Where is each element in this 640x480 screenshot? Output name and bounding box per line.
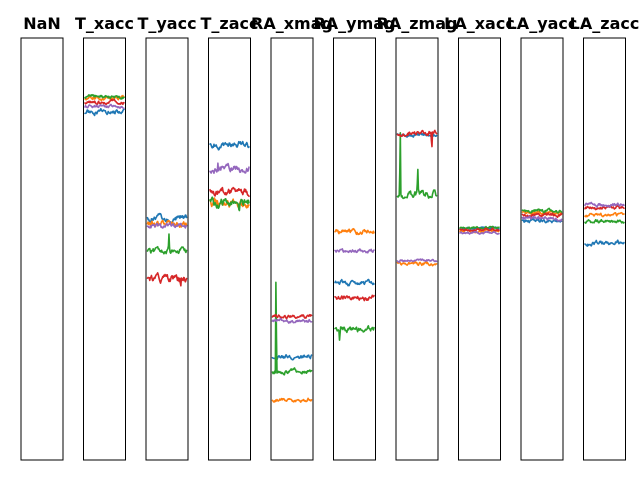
series-line xyxy=(271,281,313,376)
series-line xyxy=(84,107,125,117)
series-line xyxy=(396,258,438,264)
panel-frame xyxy=(520,37,564,461)
series-line xyxy=(396,261,438,267)
series-line xyxy=(84,94,125,102)
series-line xyxy=(84,93,125,100)
series-line xyxy=(521,207,563,214)
panel-frame xyxy=(83,37,126,461)
series-line xyxy=(396,129,438,148)
series-line xyxy=(209,196,250,212)
panel-frame xyxy=(208,37,251,461)
series-line xyxy=(271,313,313,320)
series-line xyxy=(584,201,625,208)
series-line xyxy=(584,204,625,211)
series-line xyxy=(334,294,375,302)
panel-title: NaN xyxy=(23,14,61,33)
panel-frame xyxy=(145,37,189,461)
series-line xyxy=(584,239,625,247)
series-line xyxy=(146,233,188,255)
panel-2: T_yacc xyxy=(137,14,197,461)
series-line xyxy=(334,325,375,341)
series-line xyxy=(209,186,250,198)
series-line xyxy=(271,353,313,361)
panel-7: LA_xacc xyxy=(444,14,515,461)
series-line xyxy=(584,218,625,224)
series-line xyxy=(84,103,125,110)
series-line xyxy=(146,221,188,229)
panel-title: LA_yacc xyxy=(507,14,578,33)
panel-9: LA_zacc xyxy=(570,14,640,461)
series-line xyxy=(84,98,125,106)
panel-3: T_zacc xyxy=(201,14,259,461)
series-line xyxy=(146,219,188,228)
panel-title: RA_zmag xyxy=(377,14,458,33)
panel-title: RA_xmag xyxy=(251,14,333,33)
series-line xyxy=(459,227,500,232)
series-line xyxy=(146,212,188,224)
panel-5: RA_ymag xyxy=(313,14,396,461)
panel-4: RA_xmag xyxy=(251,14,333,461)
series-line xyxy=(334,278,375,287)
series-line xyxy=(459,230,500,235)
panel-frame xyxy=(270,37,314,461)
series-line xyxy=(146,272,188,287)
series-line xyxy=(271,397,313,403)
panel-frame xyxy=(20,37,64,461)
panel-title: LA_xacc xyxy=(444,14,515,33)
panel-6: RA_zmag xyxy=(377,14,458,461)
series-line xyxy=(584,211,625,218)
panel-frame xyxy=(395,37,439,461)
panel-frame xyxy=(583,37,626,461)
panel-title: LA_zacc xyxy=(570,14,640,33)
series-line xyxy=(521,215,563,222)
panel-8: LA_yacc xyxy=(507,14,578,461)
panels: NaN T_xacc T_yacc T_zaccRA_xmagRA_ymagRA_zm… xyxy=(20,14,640,461)
panel-title: T_xacc xyxy=(75,14,134,33)
series-line xyxy=(209,162,250,174)
series-line xyxy=(271,317,313,324)
series-line xyxy=(334,227,375,236)
panel-title: T_zacc xyxy=(201,14,259,33)
series-line xyxy=(334,248,375,254)
panel-title: T_yacc xyxy=(137,14,196,33)
panel-1: T_xacc xyxy=(75,14,134,461)
series-line xyxy=(209,140,250,151)
panel-0: NaN xyxy=(20,14,64,461)
panel-frame xyxy=(458,37,501,461)
series-line xyxy=(521,217,563,224)
panel-frame xyxy=(333,37,376,461)
series-line xyxy=(396,131,438,200)
panel-title: RA_ymag xyxy=(313,14,395,33)
